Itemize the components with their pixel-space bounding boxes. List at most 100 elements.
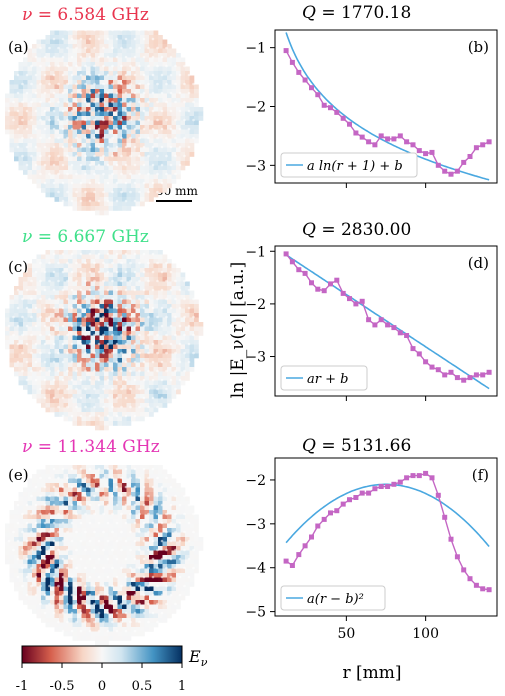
field-map-a — [5, 28, 204, 216]
data-point — [423, 151, 429, 157]
data-point — [289, 59, 295, 65]
data-point — [404, 333, 410, 338]
data-point — [372, 142, 378, 148]
data-point — [321, 288, 327, 294]
data-point — [334, 508, 340, 514]
data-point — [289, 563, 295, 568]
legend-label: ar + b — [307, 372, 348, 387]
colorbar: -1 -0.5 0 0.5 1 Eν — [16, 645, 208, 694]
q-value: = 2830.00 — [321, 220, 412, 240]
data-point — [416, 473, 422, 479]
y-tick-label: −3 — [245, 350, 266, 366]
data-point — [423, 359, 429, 365]
panel-label: (b) — [468, 38, 489, 56]
data-point — [302, 77, 308, 83]
nu-symbol: ν — [22, 437, 33, 457]
header-c: ν = 6.667 GHz — [22, 227, 149, 247]
x-tick-label: 100 — [412, 626, 439, 642]
plot-f: −2 −3 −4 −5 50 100 (f) a(r − b)² — [245, 457, 498, 642]
data-point — [404, 139, 410, 145]
data-point — [366, 317, 372, 323]
data-point — [372, 486, 378, 492]
y-tick-label: −2 — [245, 473, 266, 489]
data-point — [397, 330, 403, 336]
data-point — [448, 536, 454, 542]
data-point — [429, 364, 435, 370]
data-point — [296, 552, 302, 558]
data-point — [347, 121, 352, 127]
data-point — [461, 159, 467, 165]
data-point — [296, 69, 302, 75]
data-point — [486, 139, 492, 145]
data-point — [315, 286, 321, 292]
colorbar-ticks: -1 -0.5 0 0.5 1 — [16, 663, 186, 694]
data-point — [296, 267, 302, 273]
panel-label-c: (c) — [8, 258, 29, 276]
data-point — [480, 586, 486, 592]
field-map-e — [5, 465, 204, 646]
data-point — [397, 479, 403, 485]
panel-label-e: (e) — [8, 466, 29, 484]
data-point — [410, 346, 416, 352]
data-point — [302, 270, 308, 276]
nu-value: = 11.344 GHz — [37, 437, 160, 457]
data-point — [410, 142, 416, 148]
q-title-f: Q = 5131.66 — [302, 436, 411, 456]
data-point — [385, 136, 391, 142]
data-point — [309, 85, 314, 91]
data-point — [321, 516, 327, 522]
legend-label: a(r − b)² — [307, 592, 364, 607]
data-point — [340, 115, 346, 121]
q-value: = 5131.66 — [321, 436, 412, 456]
data-point — [347, 296, 352, 302]
panel-label-a: (a) — [8, 38, 29, 56]
legend-label: a ln(r + 1) + b — [307, 159, 403, 174]
data-line — [285, 253, 490, 381]
data-point — [467, 375, 473, 381]
data-point — [378, 484, 384, 489]
axes-frame — [274, 457, 498, 617]
colorbar-label: Eν — [188, 647, 208, 669]
colorbar-tick-label: -0.5 — [49, 679, 74, 694]
scale-bar-line — [156, 200, 192, 202]
data-point — [378, 133, 384, 139]
panel-label: (d) — [468, 254, 489, 272]
colorbar-symbol: E — [188, 647, 201, 666]
header-a: ν = 6.584 GHz — [22, 5, 149, 25]
axes-frame — [274, 245, 498, 397]
data-point — [289, 259, 295, 265]
data-point — [435, 367, 441, 373]
data-point — [372, 322, 378, 328]
data-point — [359, 134, 365, 140]
data-point — [309, 534, 314, 540]
data-point — [410, 473, 416, 479]
data-point — [340, 501, 346, 507]
data-point — [448, 369, 454, 375]
data-point — [480, 372, 486, 378]
data-point — [334, 109, 340, 115]
data-point — [473, 582, 479, 588]
nu-symbol: ν — [22, 5, 33, 25]
y-tick-label: −5 — [245, 605, 266, 621]
colorbar-tick-label: -1 — [16, 679, 29, 694]
data-point — [328, 281, 333, 287]
q-title-d: Q = 2830.00 — [302, 220, 411, 240]
data-point — [429, 475, 435, 481]
q-title-b: Q = 1770.18 — [302, 3, 411, 23]
data-point — [454, 554, 460, 560]
data-point — [359, 298, 365, 304]
colorbar-tick-label: 0.5 — [132, 679, 153, 694]
data-point — [473, 145, 479, 151]
x-tick-label: 50 — [337, 626, 355, 642]
data-point — [315, 523, 321, 529]
data-point — [416, 351, 422, 357]
data-point — [442, 514, 448, 520]
legend-box — [280, 152, 418, 178]
y-tick-label: −4 — [245, 561, 266, 577]
q-value: = 1770.18 — [321, 3, 412, 23]
plot-b: −1 −2 −3 (b) a ln(r + 1) + b — [245, 29, 498, 188]
data-point — [283, 558, 289, 564]
data-point — [404, 475, 410, 481]
data-point — [486, 369, 492, 375]
nu-symbol: ν — [22, 227, 33, 247]
